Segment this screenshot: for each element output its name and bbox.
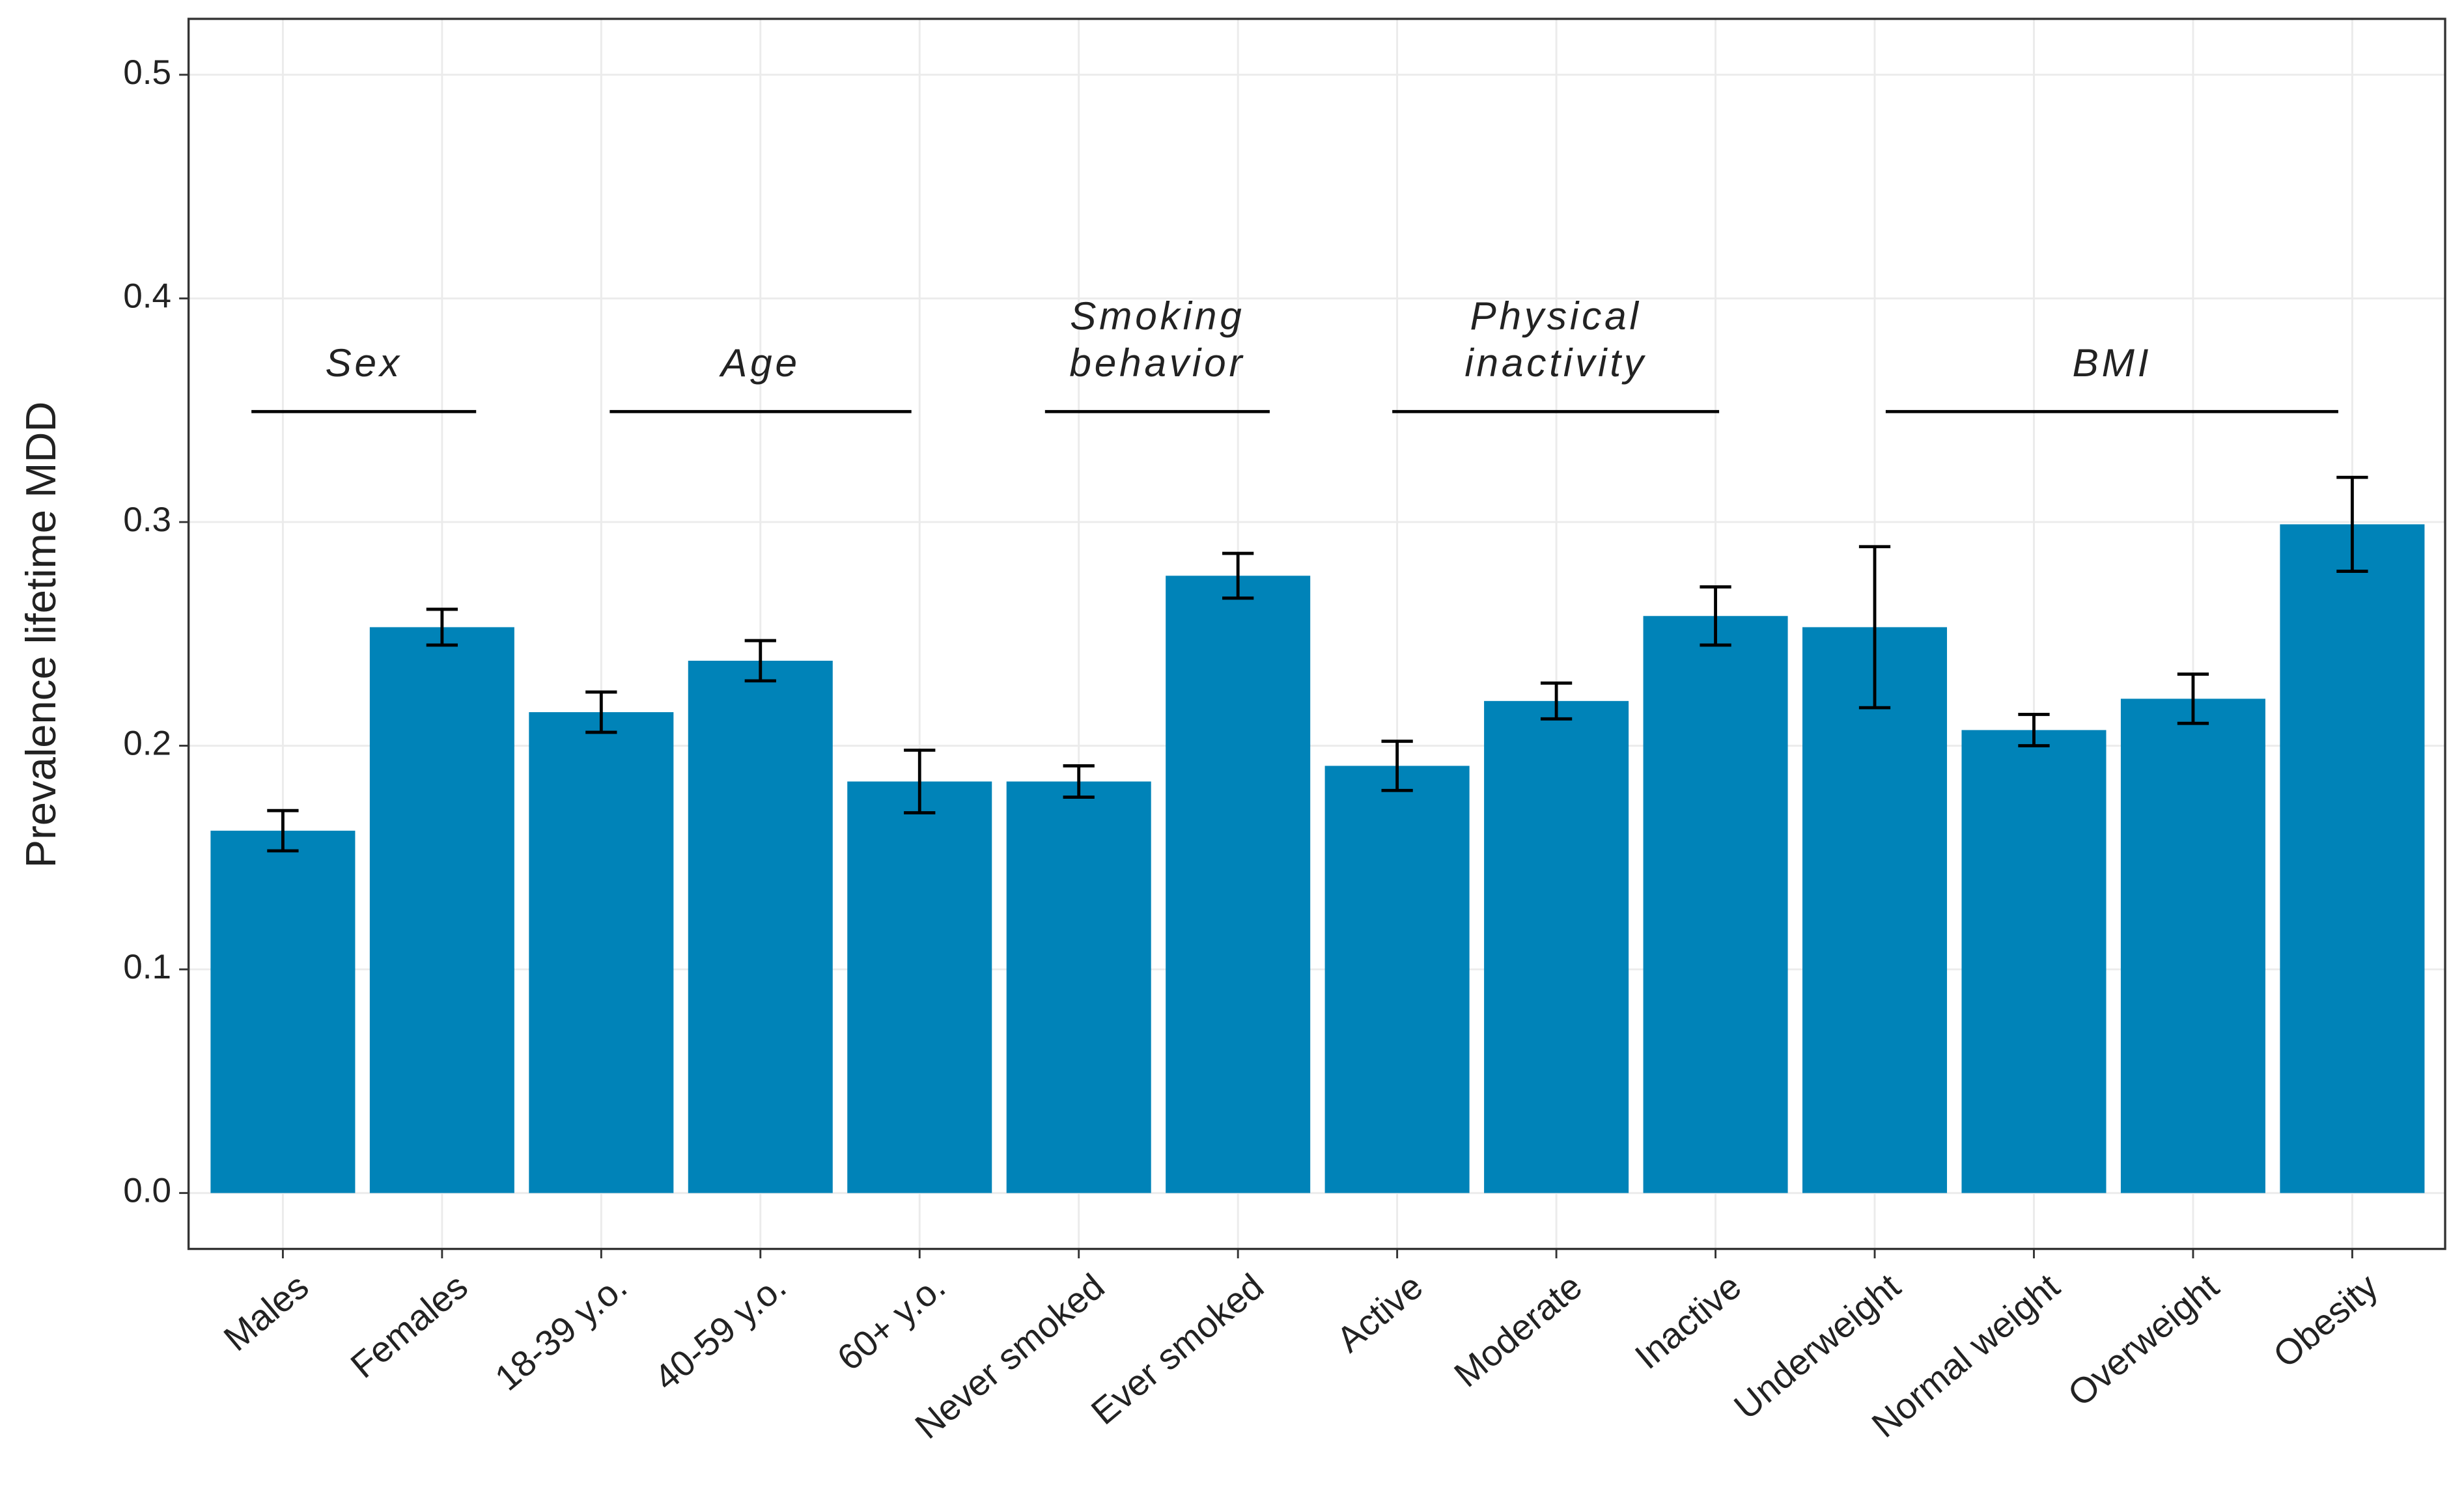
x-tick-label: 18-39 y.o. — [487, 1266, 634, 1399]
bar — [1166, 575, 1311, 1193]
group-label: Physical — [1470, 294, 1641, 338]
x-tick-label: Active — [1329, 1266, 1431, 1361]
error-bar — [2336, 475, 2368, 573]
error-bar — [1540, 681, 1573, 721]
group-label: Age — [719, 340, 800, 385]
bar — [1484, 700, 1629, 1193]
y-tick-label: 0.4 — [123, 277, 171, 315]
x-tick-label: Males — [216, 1266, 316, 1359]
x-tick-label: Females — [343, 1266, 475, 1386]
group-label: Sex — [325, 340, 402, 385]
bar — [847, 781, 992, 1193]
bar — [1006, 781, 1151, 1193]
y-tick-label: 0.0 — [123, 1172, 171, 1210]
bar — [1324, 766, 1470, 1193]
bar — [1802, 627, 1948, 1193]
error-bar — [904, 748, 936, 815]
x-tick-label: Inactive — [1627, 1266, 1748, 1377]
group-label: inactivity — [1464, 340, 1647, 385]
x-tick-label: Overweight — [2060, 1266, 2226, 1414]
plot-border — [187, 18, 2446, 1251]
bar — [1643, 616, 1788, 1193]
y-tick-label: 0.2 — [123, 725, 171, 763]
error-bar — [1858, 545, 1891, 710]
x-tick-label: Ever smoked — [1084, 1266, 1271, 1433]
group-label: Smoking — [1070, 294, 1245, 338]
error-bar — [267, 809, 299, 853]
y-axis-label: Prevalence lifetime MDD — [17, 402, 64, 868]
error-bar — [1700, 585, 1731, 647]
bar — [688, 660, 833, 1193]
x-tick-label: 40-59 y.o. — [647, 1266, 794, 1399]
error-bar — [744, 639, 776, 683]
bar — [210, 831, 356, 1193]
x-tick-label: 60+ y.o. — [830, 1266, 953, 1379]
error-bar — [2177, 672, 2209, 725]
y-tick-label: 0.5 — [123, 53, 171, 92]
error-bar — [426, 607, 458, 647]
group-label: behavior — [1069, 340, 1245, 385]
error-bar — [585, 690, 617, 734]
bar — [1961, 730, 2107, 1193]
x-tick-label: Obesity — [2265, 1266, 2385, 1376]
x-tick-label: Moderate — [1447, 1266, 1589, 1395]
error-bar — [1222, 551, 1254, 600]
y-tick-label: 0.3 — [123, 501, 171, 539]
error-bar — [2018, 713, 2050, 747]
bar — [369, 627, 514, 1193]
error-bar — [1381, 740, 1413, 792]
y-tick-label: 0.1 — [123, 948, 171, 986]
bar — [529, 712, 674, 1193]
bar — [2120, 699, 2265, 1193]
group-label: BMI — [2073, 340, 2152, 385]
error-bar — [1063, 764, 1095, 799]
bar — [2280, 524, 2425, 1193]
